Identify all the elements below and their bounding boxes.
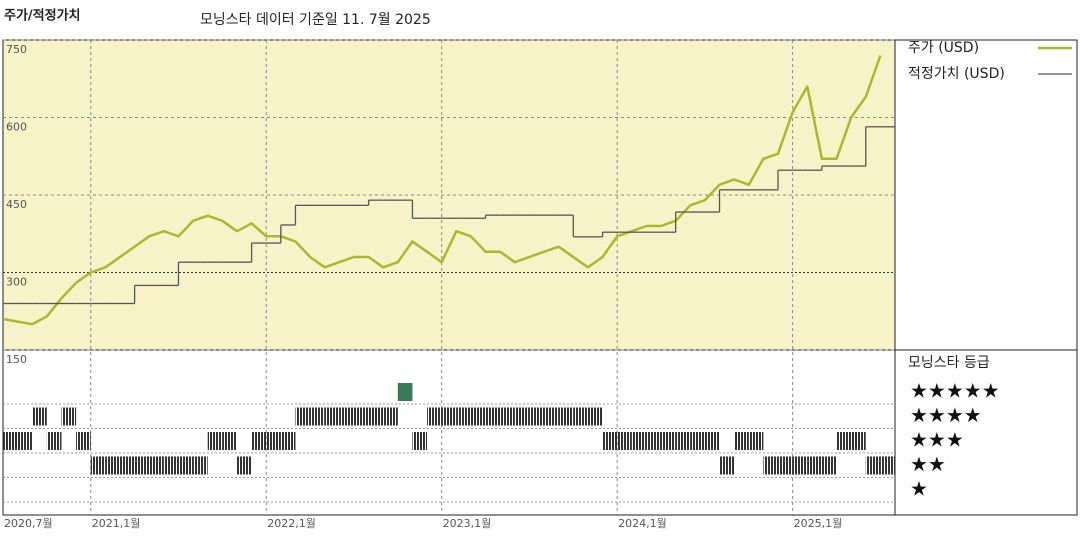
rating-bar — [880, 456, 895, 475]
y-tick-label: 450 — [6, 198, 27, 211]
x-tick-label: 2022,1월 — [267, 517, 316, 530]
rating-bar — [178, 456, 194, 475]
rating-bar — [631, 432, 647, 450]
price-line — [2, 55, 882, 326]
rating-bar — [90, 456, 106, 475]
rating-bar — [295, 407, 311, 426]
rating-legend: ★★★★★ — [910, 379, 1000, 403]
rating-bar — [763, 456, 779, 475]
rating-legend: ★★★★ — [910, 403, 982, 427]
rating-bar — [397, 383, 413, 401]
rating-bar — [470, 407, 486, 426]
rating-bar — [748, 432, 764, 450]
rating-bar — [485, 407, 501, 426]
rating-bar — [646, 432, 662, 450]
chart-title: 주가/적정가치 — [4, 8, 81, 24]
rating-bar — [778, 456, 793, 475]
rating-bar — [558, 407, 574, 426]
rating-bar — [602, 432, 618, 450]
rating-bar — [266, 432, 281, 450]
rating-bar — [310, 407, 325, 426]
rating-bar — [617, 432, 632, 450]
subtitle: 모닝스타 데이터 기준일 11. 7월 2025 — [200, 12, 431, 28]
y-tick-label: 300 — [6, 276, 27, 289]
rating-bar — [236, 456, 252, 475]
y-tick-label: 150 — [6, 353, 27, 366]
rating-bar — [207, 432, 223, 450]
rating-bar — [61, 407, 77, 426]
rating-bar — [807, 456, 822, 475]
rating-bar — [661, 432, 676, 450]
rating-bar — [251, 432, 267, 450]
rating-bar — [500, 407, 515, 426]
rating-bar — [675, 432, 691, 450]
rating-bar — [821, 456, 837, 475]
y-tick-label: 600 — [6, 121, 27, 134]
rating-bar — [573, 407, 588, 426]
rating-bar — [222, 432, 237, 450]
rating-bar — [719, 456, 735, 475]
rating-bar — [734, 432, 749, 450]
rating-bar — [353, 407, 369, 426]
rating-bar — [3, 432, 18, 450]
rating-bar — [456, 407, 471, 426]
rating-bar — [163, 456, 179, 475]
rating-bar — [865, 456, 881, 475]
rating-bar — [149, 456, 164, 475]
x-tick-label: 2020,7월 — [4, 517, 53, 530]
rating-bar — [792, 456, 808, 475]
rating-bar — [76, 432, 91, 450]
x-tick-label: 2024,1월 — [618, 517, 667, 530]
rating-bar — [514, 407, 530, 426]
rating-bar — [46, 432, 62, 450]
legend-label: 주가 (USD) — [908, 40, 979, 56]
rating-bar — [412, 432, 428, 450]
rating-bar — [105, 456, 120, 475]
rating-bar — [383, 407, 398, 426]
rating-bar — [134, 456, 150, 475]
rating-bar — [368, 407, 384, 426]
rating-bar — [339, 407, 354, 426]
rating-bar — [851, 432, 866, 450]
y-tick-label: 750 — [6, 43, 27, 56]
rating-bar — [529, 407, 545, 426]
rating-bar — [280, 432, 296, 450]
x-tick-label: 2023,1월 — [443, 517, 492, 530]
rating-bar — [704, 432, 720, 450]
rating-bar — [427, 407, 442, 426]
rating-bar — [119, 456, 135, 475]
rating-legend: ★ — [910, 477, 928, 501]
rating-bar — [324, 407, 340, 426]
rating-bar — [32, 407, 47, 426]
rating-legend: ★★ — [910, 452, 946, 476]
rating-bar — [587, 407, 603, 426]
rating-bar — [836, 432, 852, 450]
rating-bar — [193, 456, 208, 475]
x-tick-label: 2025,1월 — [794, 517, 843, 530]
rating-title: 모닝스타 등급 — [908, 355, 990, 371]
rating-bar — [17, 432, 33, 450]
legend-label: 적정가치 (USD) — [908, 66, 1005, 82]
rating-bar — [690, 432, 705, 450]
x-tick-label: 2021,1월 — [92, 517, 141, 530]
rating-bar — [441, 407, 457, 426]
rating-legend: ★★★ — [910, 428, 964, 452]
rating-bar — [544, 407, 559, 426]
